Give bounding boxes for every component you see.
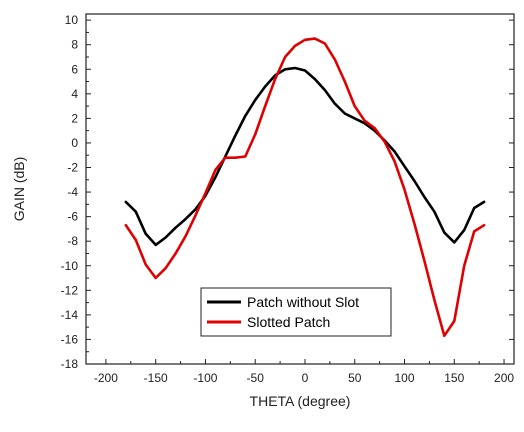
series-line-slotted-patch: [124, 37, 486, 338]
x-tick-label: 0: [302, 371, 309, 385]
x-tick-label: -200: [94, 371, 118, 385]
y-tick-label: -8: [67, 234, 78, 248]
y-tick-label: 6: [71, 62, 78, 76]
y-tick-label: -4: [67, 185, 78, 199]
y-tick-label: -6: [67, 210, 78, 224]
series-line-patch-without-slot: [124, 66, 486, 247]
x-tick-label: 50: [348, 371, 362, 385]
legend-label-slotted-patch: Slotted Patch: [247, 314, 330, 330]
legend-label-patch-without-slot: Patch without Slot: [247, 294, 359, 310]
y-tick-label: -14: [61, 308, 79, 322]
y-tick-label: -12: [61, 283, 79, 297]
x-tick-label: -150: [144, 371, 168, 385]
y-tick-label: 4: [71, 87, 78, 101]
y-tick-label: 8: [71, 38, 78, 52]
plot-frame: [85, 13, 515, 365]
legend: Patch without Slot Slotted Patch: [200, 287, 392, 337]
x-tick-label: -100: [193, 371, 217, 385]
legend-box: [200, 287, 392, 337]
y-tick-label: -16: [61, 332, 79, 346]
x-axis-label: THETA (degree): [250, 393, 351, 409]
y-tick-label: -18: [61, 357, 79, 371]
y-tick-labels: -18 -16 -14 -12 -10 -8 -6 -4 -2 0 2 4 6 8 10: [61, 13, 79, 371]
x-tick-label: 150: [444, 371, 464, 385]
x-tick-label: 100: [394, 371, 414, 385]
y-tick-label: 0: [71, 136, 78, 150]
y-tick-label: 2: [71, 111, 78, 125]
x-tick-label: -50: [247, 371, 265, 385]
y-tick-label: -2: [67, 161, 78, 175]
y-tick-label: 10: [65, 13, 79, 27]
series-lines: [124, 37, 486, 338]
x-tick-labels: -200 -150 -100 -50 0 50 100 150 200: [94, 371, 514, 385]
y-axis-label: GAIN (dB): [11, 157, 27, 222]
y-tick-label: -10: [61, 259, 79, 273]
x-tick-label: 200: [494, 371, 514, 385]
